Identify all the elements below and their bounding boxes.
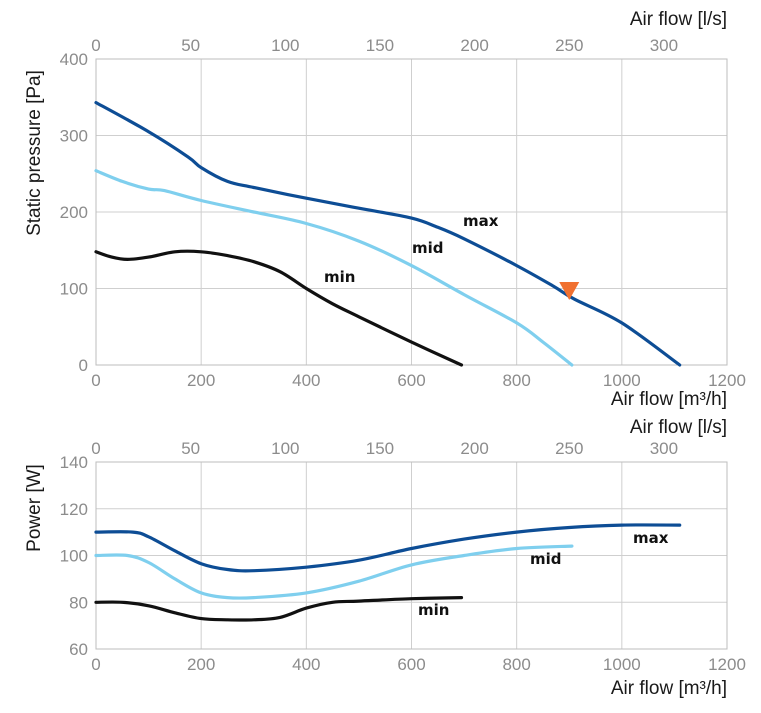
- power-y-tick-label: 100: [60, 547, 88, 566]
- power-x-axis-title: Air flow [m³/h]: [611, 678, 727, 699]
- pressure-x-tick-label: 800: [502, 371, 530, 390]
- power-x-tick-label: 400: [292, 655, 320, 674]
- pressure-top-tick-label: 150: [366, 36, 394, 55]
- power-top-axis: Air flow [l/s] 0 50 100 150 200 250 300: [91, 417, 727, 458]
- power-curve-mid: [94, 544, 574, 600]
- pressure-curve-min: [94, 249, 464, 367]
- power-top-tick-label: 50: [181, 439, 200, 458]
- power-label-min: min: [418, 601, 449, 619]
- power-top-tick-label: 150: [366, 439, 394, 458]
- power-x-tick-label: 1000: [603, 655, 641, 674]
- power-x-ticks: 0 200 400 600 800 1000 1200: [91, 655, 746, 674]
- power-y-axis-title: Power [W]: [24, 464, 45, 552]
- pressure-y-tick-label: 100: [60, 280, 88, 299]
- power-top-tick-label: 300: [650, 439, 678, 458]
- pressure-y-tick-label: 300: [60, 127, 88, 146]
- power-x-tick-label: 200: [187, 655, 215, 674]
- pressure-top-tick-label: 0: [91, 36, 100, 55]
- pressure-y-tick-label: 0: [79, 356, 88, 375]
- pressure-top-tick-label: 200: [460, 36, 488, 55]
- power-curve-max: [94, 523, 682, 573]
- pressure-curves: [94, 101, 682, 367]
- pressure-label-min: min: [324, 268, 355, 286]
- pressure-x-axis-title: Air flow [m³/h]: [611, 389, 727, 410]
- pressure-gridlines: [95, 58, 728, 366]
- pressure-chart: Air flow [l/s] 0 50 100 150 200 250 300 0 100 20…: [24, 9, 746, 410]
- pressure-label-mid: mid: [412, 239, 444, 257]
- power-gridlines: [95, 461, 728, 650]
- power-y-ticks: 60 80 100 120 140: [60, 453, 88, 659]
- pressure-x-tick-label: 1000: [603, 371, 641, 390]
- power-curves: [94, 523, 682, 622]
- pressure-top-axis: Air flow [l/s] 0 50 100 150 200 250 300: [91, 9, 727, 55]
- pressure-top-axis-title: Air flow [l/s]: [630, 9, 727, 30]
- power-x-tick-label: 800: [502, 655, 530, 674]
- pressure-x-tick-label: 0: [91, 371, 100, 390]
- power-label-mid: mid: [530, 550, 562, 568]
- power-y-tick-label: 120: [60, 500, 88, 519]
- pressure-top-tick-label: 300: [650, 36, 678, 55]
- pressure-y-tick-label: 200: [60, 203, 88, 222]
- power-y-tick-label: 60: [69, 640, 88, 659]
- power-chart: Air flow [l/s] 0 50 100 150 200 250 300 60 80 10…: [24, 417, 746, 699]
- pressure-y-tick-label: 400: [60, 50, 88, 69]
- power-curve-min: [94, 596, 464, 622]
- power-top-tick-label: 200: [460, 439, 488, 458]
- pressure-plot-frame: [95, 58, 728, 366]
- power-x-tick-label: 1200: [708, 655, 746, 674]
- power-y-tick-label: 140: [60, 453, 88, 472]
- power-top-axis-title: Air flow [l/s]: [630, 417, 727, 438]
- pressure-x-ticks: 0 200 400 600 800 1000 1200: [91, 371, 746, 390]
- power-top-tick-label: 100: [271, 439, 299, 458]
- power-x-tick-label: 600: [397, 655, 425, 674]
- pressure-x-tick-label: 400: [292, 371, 320, 390]
- power-top-tick-label: 250: [555, 439, 583, 458]
- pressure-top-tick-label: 100: [271, 36, 299, 55]
- pressure-label-max: max: [463, 212, 499, 230]
- power-x-tick-label: 0: [91, 655, 100, 674]
- power-y-tick-label: 80: [69, 593, 88, 612]
- pressure-top-tick-label: 250: [555, 36, 583, 55]
- operating-point-marker: [559, 282, 580, 301]
- power-top-tick-label: 0: [91, 439, 100, 458]
- pressure-x-tick-label: 600: [397, 371, 425, 390]
- pressure-y-ticks: 0 100 200 300 400: [60, 50, 88, 375]
- pressure-x-tick-label: 200: [187, 371, 215, 390]
- pressure-curve-max: [94, 101, 682, 367]
- pressure-y-axis-title: Static pressure [Pa]: [24, 70, 45, 236]
- power-label-max: max: [633, 529, 669, 547]
- pressure-top-tick-label: 50: [181, 36, 200, 55]
- pressure-curve-mid: [94, 169, 574, 367]
- pressure-x-tick-label: 1200: [708, 371, 746, 390]
